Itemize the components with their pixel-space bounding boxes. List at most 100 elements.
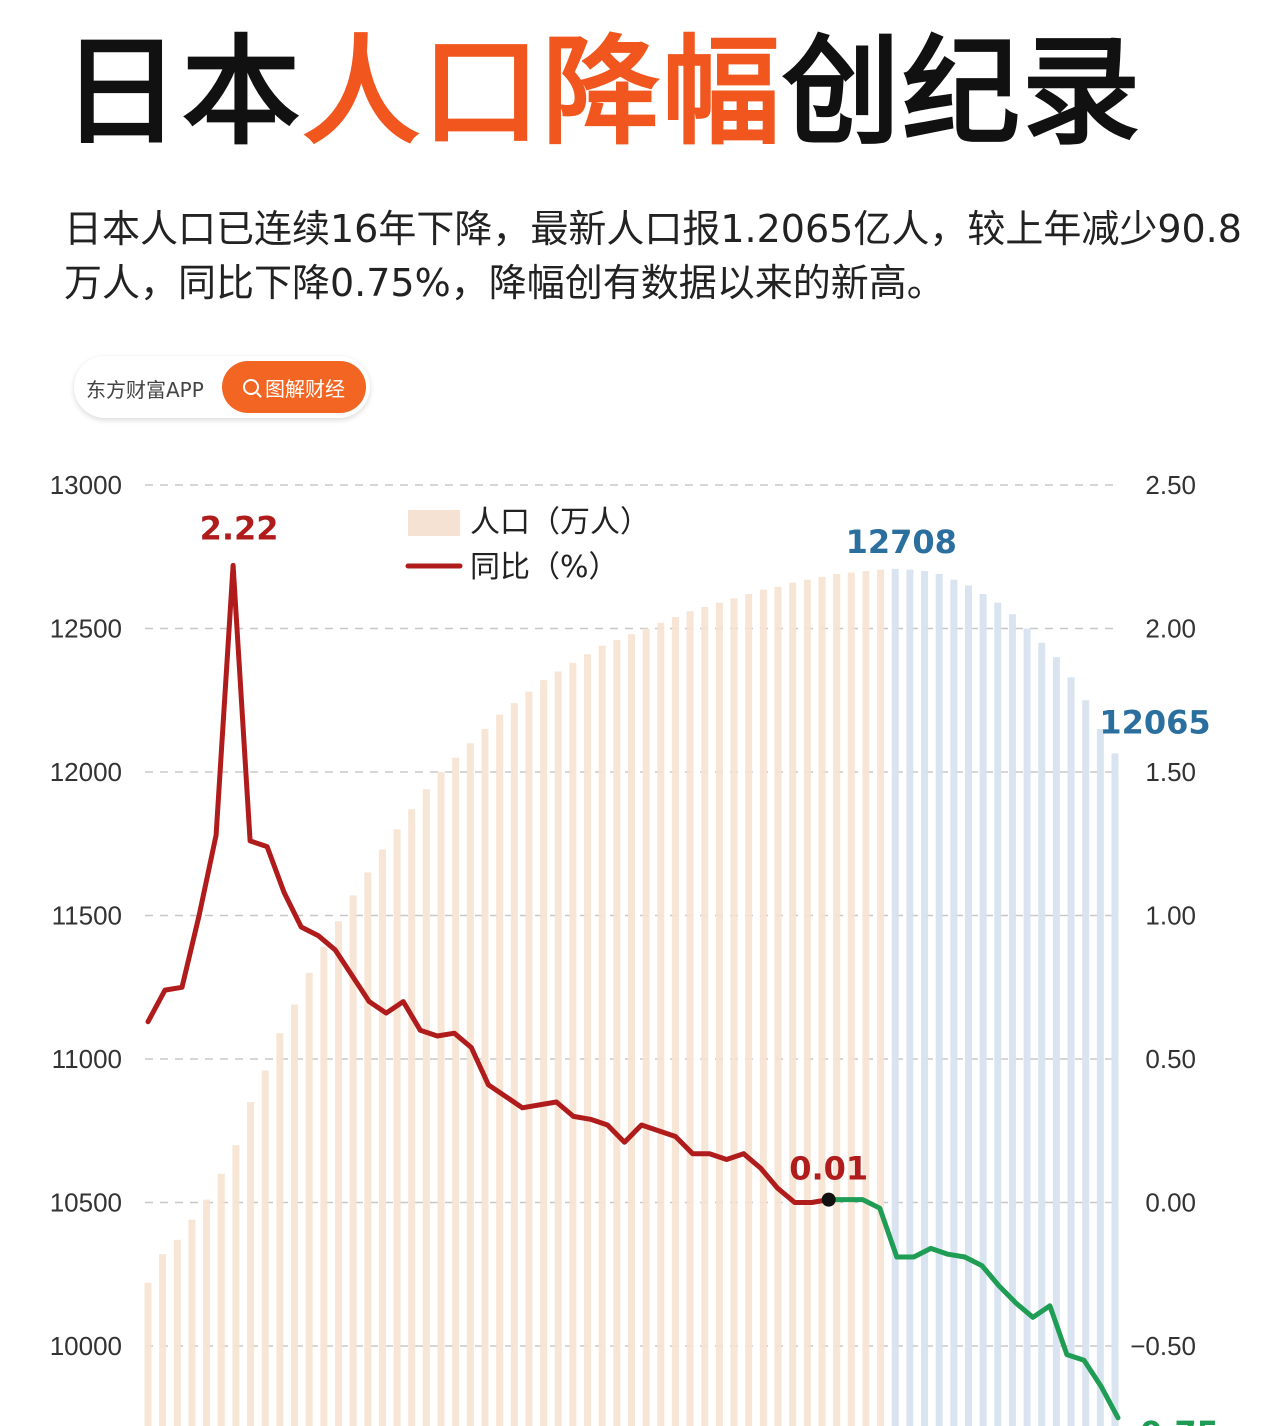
data-label: 12065 [1099,703,1210,741]
population-bar [1008,614,1016,1426]
population-bar [979,594,987,1426]
population-bar [1096,728,1104,1426]
population-bars [144,568,1119,1426]
data-label: 2.22 [200,509,279,547]
right-tick-label: 1.00 [1145,901,1196,931]
population-bar [554,671,562,1426]
right-tick-label: −0.50 [1130,1331,1196,1361]
legend-label-population: 人口（万人） [470,505,650,540]
population-bar [496,714,504,1426]
left-tick-label: 12000 [50,757,122,787]
population-bar [921,571,929,1426]
population-bar [701,606,709,1426]
right-tick-label: 2.50 [1145,470,1196,500]
population-bar [393,829,401,1426]
left-tick-label: 13000 [50,470,122,500]
population-bar [334,921,342,1426]
population-bar [891,568,899,1426]
population-bar [598,645,606,1426]
population-bar [628,634,635,1426]
title-part-2: 人口降幅 [302,23,783,161]
brand-tag-label: 图解财经 [265,376,345,401]
population-bar [437,772,445,1426]
population-bar [642,628,650,1426]
left-tick-label: 10500 [50,1188,122,1218]
right-tick-label: 1.50 [1145,757,1196,787]
population-bar [217,1173,225,1426]
population-bar [994,602,1002,1426]
population-bar [862,571,870,1426]
population-bar [408,809,416,1426]
legend-label-yoy: 同比（%） [470,550,619,585]
population-bar [671,617,679,1426]
population-bar [584,654,592,1426]
population-bar [803,579,811,1426]
search-icon [243,379,259,395]
subtitle: 日本人口已连续16年下降，最新人口报1.2065亿人，较上年减少90.8万人，同… [64,207,1242,305]
population-bar [1038,642,1046,1426]
population-bar [466,743,474,1426]
yoy-line [145,562,1121,1421]
population-bar [291,1004,299,1426]
right-tick-label: 2.00 [1145,614,1196,644]
population-bar [847,572,855,1426]
population-bar [789,582,797,1426]
population-bar [364,872,372,1426]
data-label: 0.01 [789,1150,868,1188]
brand-tag-button[interactable]: 图解财经 [222,361,366,413]
population-bar [452,757,460,1426]
population-bar [964,585,972,1426]
yoy-zero-point [821,1192,836,1207]
population-bar [1023,628,1031,1426]
population-chart: 13000 12500 12000 11500 11000 10500 10000 2.50 2… [50,470,1219,1426]
population-bar [349,895,357,1426]
left-tick-label: 11000 [52,1044,122,1074]
population-bar [730,598,738,1426]
axis-tick-labels: 13000 12500 12000 11500 11000 10500 10000 2.50 2… [50,470,1196,1361]
left-tick-label: 11500 [52,901,122,931]
population-bar [715,602,723,1426]
population-bar [1082,700,1090,1426]
population-bar [320,947,328,1426]
population-bar [510,703,518,1426]
data-label: 12708 [846,523,957,561]
population-bar [1111,753,1119,1426]
population-bar [276,1033,284,1426]
population-bar [686,611,694,1426]
population-bar [906,569,914,1426]
yoy-line-positive [145,562,832,1205]
population-bar [525,691,533,1426]
population-bar [540,680,548,1426]
title-part-3: 创纪录 [782,23,1143,161]
population-bar [1052,657,1060,1426]
population-bar [657,622,665,1426]
population-bar [305,972,313,1426]
population-bar [188,1219,196,1426]
population-bar [232,1145,240,1426]
population-bar [745,594,753,1426]
yoy-line-negative [826,1197,1121,1421]
legend-swatch-bar [408,510,460,536]
right-tick-label: 0.50 [1145,1044,1196,1074]
data-label: −0.75 [1113,1414,1219,1426]
population-bar [935,573,943,1426]
population-bar [818,576,826,1426]
population-bar [159,1254,167,1426]
population-bar [759,589,767,1426]
population-bar [950,579,958,1426]
population-bar [877,569,885,1426]
population-bar [833,573,841,1426]
population-bar [774,586,782,1426]
title-part-1: 日本 [62,23,303,161]
population-bar [613,639,621,1426]
right-tick-label: 0.00 [1145,1188,1196,1218]
left-tick-label: 12500 [50,614,122,644]
population-bar [422,789,430,1426]
population-bar [569,662,577,1426]
brand-name: 东方财富APP [86,378,204,402]
brand-badge: 东方财富APP 图解财经 [74,356,370,418]
population-bar [378,849,386,1426]
left-tick-label: 10000 [50,1331,122,1361]
page-title: 日本人口降幅创纪录 [62,26,1142,158]
population-bar [247,1102,255,1426]
